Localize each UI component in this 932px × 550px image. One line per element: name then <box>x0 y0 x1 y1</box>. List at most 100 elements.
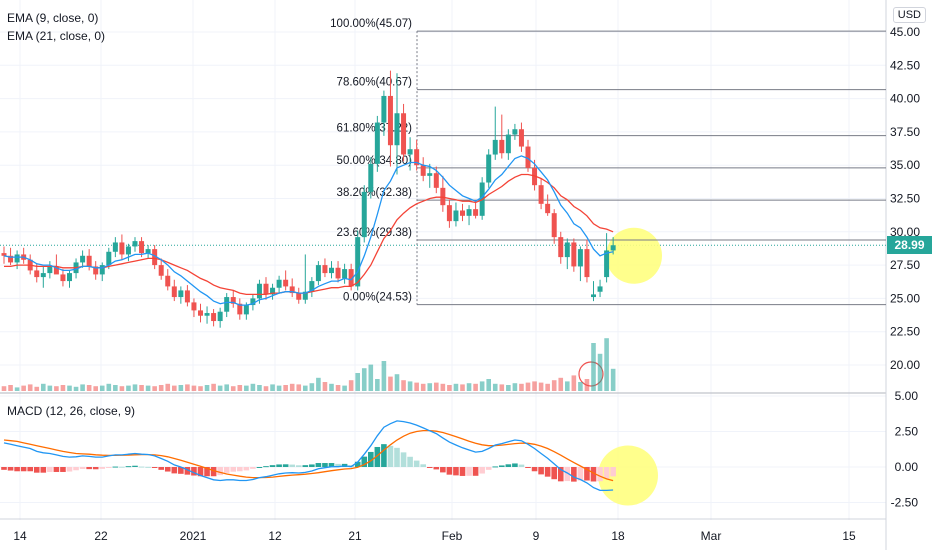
macd-histogram-bar <box>328 463 335 467</box>
macd-histogram-bar <box>433 467 440 470</box>
volume-bar <box>106 383 112 391</box>
candle-body <box>361 191 367 238</box>
macd-histogram-bar <box>269 465 276 467</box>
candle-body <box>99 265 105 275</box>
price-axis-tick: 32.50 <box>890 192 920 206</box>
volume-bar <box>486 379 491 391</box>
volume-bar <box>584 379 590 391</box>
candle-body <box>165 275 171 287</box>
ema-lines <box>3 155 614 306</box>
macd-histogram-bar <box>485 467 492 470</box>
candle-body <box>433 173 439 188</box>
volume-bar <box>348 380 354 391</box>
volume-bar <box>512 383 518 391</box>
macd-histogram-bar <box>407 456 413 467</box>
candle-body <box>152 249 158 266</box>
legend-ema21[interactable]: EMA (21, close, 0) <box>7 29 106 43</box>
macd-histogram-bar <box>531 467 538 472</box>
macd-histogram-bar <box>381 444 387 467</box>
volume-bar <box>414 382 419 391</box>
macd-histogram-bar <box>86 467 92 470</box>
candle-body <box>315 265 321 282</box>
fibonacci-retracement: 100.00%(45.07) 78.60%(40.67) 61.80%(37.22)… <box>330 18 886 306</box>
macd-histogram-bar <box>164 467 171 472</box>
candle-body <box>427 173 433 176</box>
currency-button[interactable]: USD <box>892 7 926 23</box>
volume-bar <box>499 384 505 391</box>
candle-body <box>329 267 334 274</box>
macd-histogram-bar <box>440 467 446 473</box>
highlight-circle-price <box>606 227 662 284</box>
candle-body <box>335 267 341 279</box>
macd-histogram-bar <box>518 464 525 467</box>
macd-histogram-bar <box>603 467 610 479</box>
macd-histogram-bar <box>243 467 250 471</box>
volume-bar <box>263 386 269 391</box>
macd-histogram-bar <box>217 467 223 476</box>
price-axis-tick: 35.00 <box>890 158 920 172</box>
fib-level-label: 0.00%(24.53) <box>343 292 412 304</box>
macd-histogram-bar <box>426 467 433 468</box>
macd-histogram-bar <box>289 464 295 467</box>
candle-body <box>145 249 151 254</box>
price-axis-tick: 30.00 <box>890 225 920 239</box>
volume-bar <box>375 379 380 391</box>
macd-histogram-bar <box>557 467 564 482</box>
volume-bar <box>250 383 256 391</box>
macd-histogram-bar <box>7 467 14 471</box>
volume-bars <box>1 338 616 391</box>
candle-body <box>564 242 570 258</box>
volume-bar <box>145 385 151 391</box>
candle-body <box>597 286 603 292</box>
candle-body <box>401 113 407 155</box>
volume-bar <box>401 380 406 391</box>
macd-histogram-bar <box>92 467 99 470</box>
volume-bar <box>394 374 400 391</box>
candle-body <box>211 313 217 322</box>
volume-bar <box>21 385 26 391</box>
macd-histogram-bar <box>47 467 53 472</box>
time-axis-tick: 2021 <box>180 529 207 543</box>
candle-body <box>67 273 72 282</box>
volume-bar <box>86 385 92 391</box>
candle-body <box>322 265 328 274</box>
volume-bar <box>185 384 190 391</box>
volume-bar <box>309 383 315 391</box>
volume-bar <box>545 383 550 391</box>
macd-histogram-bar <box>151 467 158 468</box>
volume-bar <box>8 385 13 391</box>
candle-body <box>191 302 197 311</box>
volume-bar <box>506 385 511 391</box>
candle-body <box>492 139 498 155</box>
volume-bar <box>172 385 177 391</box>
candle-body <box>368 163 374 192</box>
candle-body <box>237 303 243 315</box>
volume-bar <box>591 343 596 391</box>
volume-bar <box>99 385 105 391</box>
macd-histogram-bar <box>33 467 40 473</box>
time-axis-tick: 9 <box>533 529 540 543</box>
candle-body <box>453 210 459 222</box>
volume-bar <box>578 382 583 391</box>
volume-bar <box>178 385 184 391</box>
time-axis-tick: Feb <box>442 529 463 543</box>
candle-body <box>289 286 295 294</box>
volume-bar <box>342 385 347 391</box>
macd-histogram-bar <box>479 467 485 474</box>
candle-body <box>263 283 269 295</box>
candle-body <box>499 139 505 154</box>
macd-histogram-bar <box>420 464 426 467</box>
macd-histogram-bar <box>223 467 230 473</box>
macd-histogram-bar <box>590 467 597 482</box>
price-axis-tick: 42.50 <box>890 58 920 72</box>
candle-body <box>112 242 118 252</box>
volume-bar <box>93 386 98 391</box>
highlight-circle-volume <box>578 361 604 387</box>
candle-body <box>198 310 203 316</box>
volume-bar <box>538 382 544 391</box>
legend-ema9[interactable]: EMA (9, close, 0) <box>7 11 99 25</box>
volume-bar <box>34 386 40 391</box>
candle-body <box>224 297 230 312</box>
legend-macd[interactable]: MACD (12, 26, close, 9) <box>7 404 136 418</box>
